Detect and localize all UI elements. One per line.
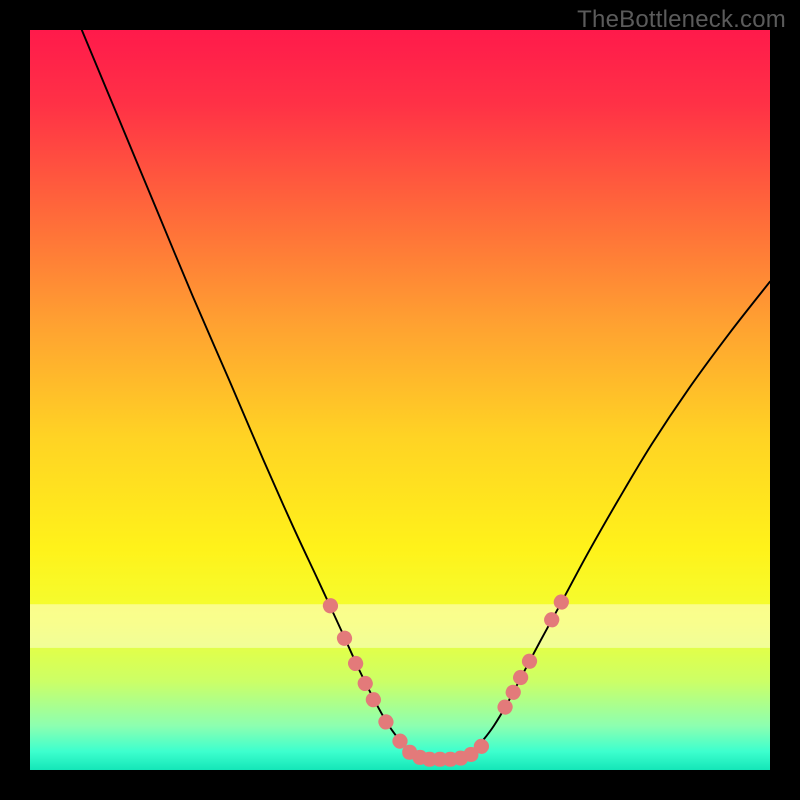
chart-background <box>30 30 770 770</box>
plot-area <box>30 30 770 770</box>
watermark-text: TheBottleneck.com <box>577 6 786 34</box>
highlight-band <box>30 604 770 648</box>
outer-frame: TheBottleneck.com <box>0 0 800 800</box>
bottleneck-chart <box>30 30 770 770</box>
